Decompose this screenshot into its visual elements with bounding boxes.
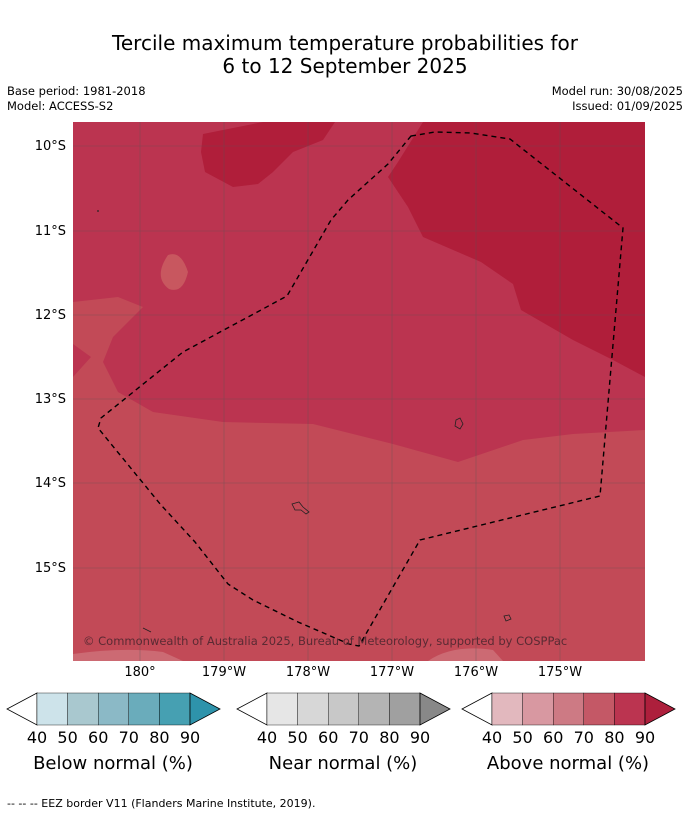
- colorbar-near-high-extend: [419, 692, 451, 726]
- colorbar-above-tick: 80: [604, 728, 625, 747]
- colorbar-near-tick: 80: [379, 728, 400, 747]
- base-period: Base period: 1981-2018: [7, 84, 146, 98]
- graticule: [73, 122, 645, 661]
- colorbar-near-segment: [297, 692, 329, 726]
- colorbar-below-tick: 90: [179, 728, 201, 747]
- southern-region: [73, 297, 645, 661]
- colorbar-above-segment: [491, 692, 523, 726]
- colorbar-below-low-extend: [6, 692, 38, 726]
- colorbar-near-tick: 60: [318, 728, 339, 747]
- map-title: Tercile maximum temperature probabilitie…: [0, 32, 690, 78]
- island-south: [503, 614, 512, 622]
- colorbar-above-segment: [522, 692, 554, 726]
- title-line-1: Tercile maximum temperature probabilitie…: [112, 31, 578, 55]
- colorbar-above-normal: [461, 692, 676, 726]
- colorbar-near-low-extend: [236, 692, 268, 726]
- island-central: [291, 501, 310, 515]
- colorbar-above-segment: [553, 692, 585, 726]
- lon-label-178w: 178°W: [285, 665, 331, 680]
- island-dot: [97, 210, 99, 212]
- colorbar-above-tick: 40: [481, 728, 503, 747]
- north-dark-blob: [201, 122, 335, 187]
- colorbar-below-tick: 60: [88, 728, 109, 747]
- colorbar-near-tick: 90: [409, 728, 431, 747]
- meta-left: Base period: 1981-2018 Model: ACCESS-S2: [7, 84, 146, 114]
- colorbar-title-below: Below normal (%): [33, 753, 193, 774]
- lat-label-14s: 14°S: [34, 476, 66, 491]
- colorbar-near-normal: [236, 692, 451, 726]
- model-name: Model: ACCESS-S2: [7, 99, 114, 113]
- colorbar-above-tick: 50: [512, 728, 533, 747]
- colorbar-below-tick: 50: [57, 728, 78, 747]
- colorbar-title-above: Above normal (%): [486, 753, 650, 774]
- colorbar-above-tick: 90: [634, 728, 656, 747]
- colorbar-above-high-extend: [644, 692, 676, 726]
- colorbar-below-tick: 80: [149, 728, 170, 747]
- lat-label-13s: 13°S: [34, 392, 66, 407]
- issued-date: Issued: 01/09/2025: [572, 99, 683, 113]
- colorbar-title-near: Near normal (%): [268, 753, 418, 774]
- lon-label-179w: 179°W: [201, 665, 247, 680]
- lon-label-175w: 175°W: [537, 665, 583, 680]
- colorbar-above-segment: [583, 692, 615, 726]
- colorbar-near-segment: [266, 692, 298, 726]
- colorbar-below-tick: 70: [118, 728, 139, 747]
- lat-label-12s: 12°S: [34, 308, 66, 323]
- title-line-2: 6 to 12 September 2025: [222, 54, 468, 78]
- colorbar-near-segment: [328, 692, 360, 726]
- colorbar-below-segment: [67, 692, 99, 726]
- colorbar-above-tick: 70: [573, 728, 594, 747]
- lat-label-11s: 11°S: [34, 224, 66, 239]
- colorbar-below-tick: 40: [26, 728, 48, 747]
- colorbar-near-segment: [389, 692, 421, 726]
- northeast-dark-region: [388, 122, 645, 377]
- colorbar-below-normal: [6, 692, 221, 726]
- lat-label-15s: 15°S: [34, 561, 66, 576]
- bottom-strip-west: [73, 649, 183, 661]
- colorbar-near-tick: 40: [256, 728, 278, 747]
- colorbar-below-segment: [36, 692, 68, 726]
- colorbar-above-segment: [614, 692, 646, 726]
- colorbar-above-tick: 60: [543, 728, 564, 747]
- bottom-strip-east: [428, 648, 503, 661]
- island-southwest: [142, 627, 152, 633]
- colorbar-below-segment: [128, 692, 160, 726]
- colorbar-below-segment: [159, 692, 191, 726]
- footer-note: -- -- -- EEZ border V11 (Flanders Marine…: [7, 797, 316, 810]
- colorbar-above-low-extend: [461, 692, 493, 726]
- colorbars: [6, 692, 676, 726]
- map-panel[interactable]: © Commonwealth of Australia 2025, Bureau…: [73, 122, 645, 661]
- colorbar-near-tick: 70: [348, 728, 369, 747]
- colorbar-near-tick: 50: [287, 728, 308, 747]
- colorbar-below-high-extend: [189, 692, 221, 726]
- western-patch: [73, 344, 91, 377]
- lon-label-176w: 176°W: [453, 665, 499, 680]
- colorbar-below-segment: [97, 692, 129, 726]
- model-run: Model run: 30/08/2025: [551, 84, 683, 98]
- lat-label-10s: 10°S: [34, 139, 66, 154]
- lon-label-177w: 177°W: [369, 665, 415, 680]
- eez-border: [97, 131, 624, 647]
- lon-label-180: 180°: [124, 665, 156, 680]
- island-east: [454, 417, 464, 430]
- colorbar-near-segment: [358, 692, 390, 726]
- copyright-text: © Commonwealth of Australia 2025, Bureau…: [83, 634, 567, 648]
- meta-right: Model run: 30/08/2025 Issued: 01/09/2025: [552, 84, 683, 114]
- light-spot: [160, 254, 188, 290]
